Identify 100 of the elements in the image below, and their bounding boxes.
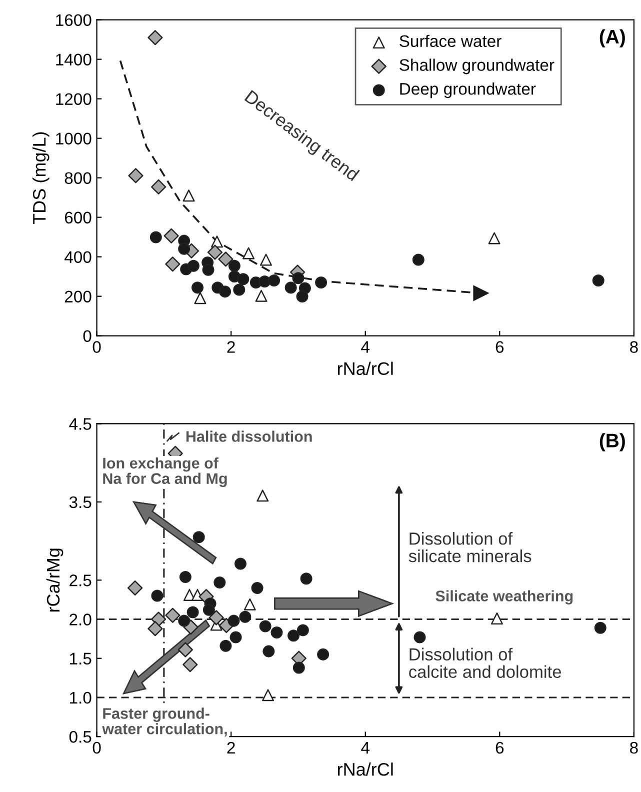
x-axis-title: rNa/rCl bbox=[338, 362, 393, 376]
point bbox=[148, 621, 163, 636]
point bbox=[300, 572, 312, 585]
point bbox=[182, 657, 198, 672]
y-tick-label: 600 bbox=[64, 212, 92, 224]
point bbox=[228, 614, 240, 627]
x-tick-label: 4 bbox=[361, 341, 370, 353]
y-tick-label: 1000 bbox=[56, 132, 92, 145]
annotation: (A) bbox=[600, 29, 625, 48]
y-axis-title: TDS (mg/L) bbox=[32, 132, 50, 224]
point bbox=[234, 558, 246, 570]
point bbox=[233, 284, 246, 296]
point bbox=[412, 254, 424, 266]
point bbox=[230, 631, 242, 644]
y-tick-label: 1400 bbox=[56, 54, 92, 66]
point bbox=[296, 290, 308, 303]
point bbox=[178, 642, 193, 658]
y-tick-label: 0.5 bbox=[69, 730, 92, 743]
x-tick-label: 8 bbox=[630, 742, 638, 754]
point bbox=[164, 228, 179, 244]
point bbox=[165, 608, 180, 623]
x-tick-label: 8 bbox=[630, 341, 638, 353]
point bbox=[214, 576, 226, 588]
point bbox=[490, 612, 503, 624]
point bbox=[237, 273, 250, 286]
annotation: Halite dissolution bbox=[186, 430, 312, 442]
point bbox=[228, 260, 240, 272]
y-tick-label: 2.0 bbox=[70, 614, 92, 626]
point bbox=[187, 260, 200, 272]
legend-label: Shallow groundwater bbox=[400, 58, 554, 74]
annotation: Dissolution of silicate minerals bbox=[408, 532, 532, 562]
point bbox=[178, 614, 190, 627]
point bbox=[192, 282, 204, 294]
point bbox=[128, 168, 144, 184]
x-axis-title: rNa/rCl bbox=[338, 762, 393, 776]
point bbox=[594, 622, 606, 634]
point bbox=[239, 610, 252, 623]
point bbox=[292, 662, 305, 674]
x-tick-label: 6 bbox=[496, 742, 504, 754]
y-tick-label: 400 bbox=[64, 251, 92, 264]
point bbox=[270, 626, 283, 639]
point bbox=[208, 610, 224, 626]
point bbox=[251, 582, 264, 594]
y-tick-label: 4.5 bbox=[69, 418, 92, 430]
annotation: (B) bbox=[600, 433, 625, 452]
x-tick-label: 2 bbox=[227, 341, 235, 353]
y-tick-label: 800 bbox=[64, 172, 92, 184]
y-tick-label: 2.5 bbox=[70, 574, 92, 586]
point bbox=[256, 490, 269, 502]
point bbox=[259, 620, 272, 632]
y-tick-label: 1600 bbox=[56, 14, 92, 26]
point bbox=[296, 624, 309, 636]
point bbox=[150, 179, 166, 194]
point bbox=[192, 531, 205, 544]
point bbox=[268, 274, 280, 287]
point bbox=[150, 612, 166, 627]
point bbox=[148, 30, 163, 46]
point bbox=[262, 645, 275, 658]
point bbox=[244, 598, 256, 610]
point bbox=[183, 619, 198, 635]
point bbox=[165, 256, 180, 272]
x-tick-label: 2 bbox=[227, 742, 235, 754]
y-tick-label: 200 bbox=[64, 290, 92, 303]
point bbox=[186, 606, 199, 618]
point bbox=[315, 276, 328, 288]
point bbox=[182, 190, 195, 202]
point bbox=[178, 242, 190, 255]
point bbox=[202, 604, 215, 616]
annotation: Ion exchange of Na for Ca and Mg bbox=[103, 457, 227, 488]
point bbox=[260, 254, 272, 266]
y-tick-label: 1.0 bbox=[70, 692, 92, 704]
y-tick-label: 1200 bbox=[56, 93, 92, 106]
point bbox=[218, 252, 234, 267]
point bbox=[317, 648, 330, 660]
annotation: Faster ground- water circulation, bbox=[102, 708, 227, 737]
legend-label: Surface water bbox=[400, 34, 502, 48]
point bbox=[179, 571, 192, 584]
point bbox=[255, 290, 268, 302]
point bbox=[414, 631, 426, 644]
x-tick-label: 6 bbox=[496, 341, 504, 353]
point bbox=[127, 580, 143, 596]
y-tick-label: 3.5 bbox=[69, 496, 92, 508]
point bbox=[288, 630, 300, 642]
annotation: Dissolution of calcite and dolomite bbox=[409, 648, 562, 678]
legend-label: Deep groundwater bbox=[400, 82, 536, 98]
point bbox=[207, 244, 223, 260]
point bbox=[151, 590, 164, 602]
point bbox=[592, 274, 604, 287]
annotation: Silicate weathering bbox=[436, 590, 573, 604]
point bbox=[194, 292, 206, 304]
point bbox=[488, 232, 500, 244]
point bbox=[150, 231, 162, 244]
point bbox=[202, 264, 214, 276]
point bbox=[262, 689, 274, 702]
y-tick-label: 0 bbox=[83, 330, 92, 342]
y-tick-label: 1.5 bbox=[70, 652, 92, 665]
x-tick-label: 4 bbox=[361, 742, 370, 754]
point bbox=[258, 275, 271, 288]
point bbox=[242, 247, 255, 260]
point bbox=[473, 286, 488, 301]
